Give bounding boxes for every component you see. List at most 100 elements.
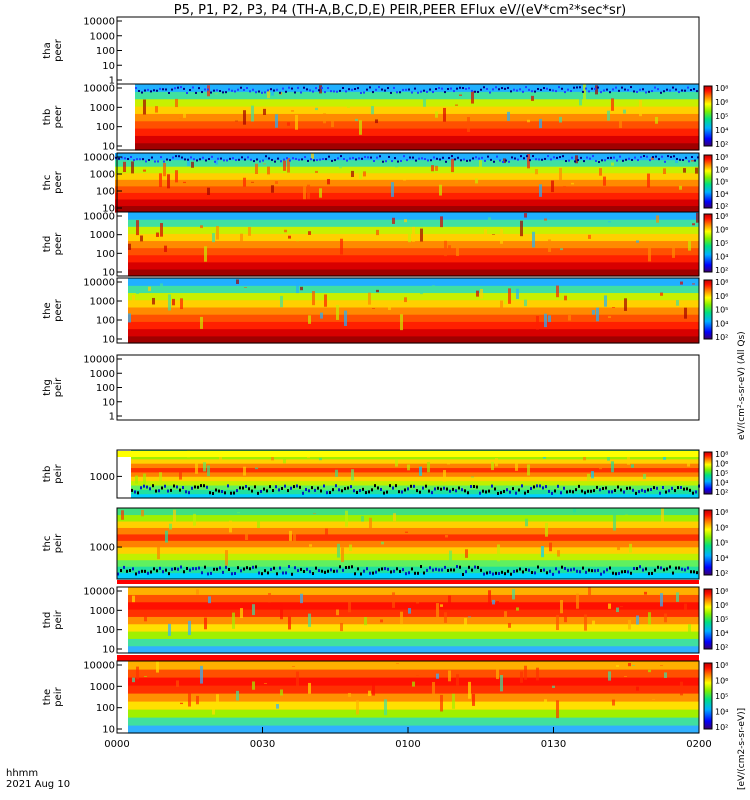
noise-speck <box>373 160 375 163</box>
panel-ylabel: thepeir <box>42 686 64 706</box>
noise-speck <box>604 159 606 162</box>
noise-speck <box>191 486 193 490</box>
noise-speck <box>244 158 246 161</box>
noise-speck <box>466 159 468 162</box>
colorbar-tick-label: 10⁴ <box>715 253 728 262</box>
noise-speck <box>201 91 203 94</box>
noise-speck <box>415 159 417 162</box>
colorbar-tick-label: 10⁸ <box>715 278 728 287</box>
noise-speck <box>222 570 224 574</box>
spectrum-band <box>128 219 699 227</box>
spectrum-variation <box>476 290 479 297</box>
noise-speck <box>267 571 269 575</box>
spectrum-variation <box>524 665 527 680</box>
noise-speck <box>183 570 185 574</box>
noise-speck <box>495 571 497 575</box>
date-label: 2021 Aug 10 <box>6 779 70 790</box>
noise-speck <box>652 156 654 159</box>
spectrum-variation <box>349 544 352 552</box>
spectrum-variation <box>384 699 387 716</box>
noise-speck <box>611 490 613 494</box>
noise-speck <box>592 155 594 158</box>
spectrum-variation <box>603 176 606 186</box>
spectrum-variation <box>656 215 659 223</box>
spectrum-band <box>128 240 699 249</box>
spectrum-variation <box>608 221 611 223</box>
noise-speck <box>403 155 405 158</box>
noise-speck <box>456 87 458 90</box>
spectrum-variation <box>623 109 626 114</box>
spectrum-band <box>128 609 699 617</box>
noise-speck <box>536 484 538 488</box>
noise-speck <box>286 157 288 160</box>
spectrum-variation <box>500 300 503 312</box>
spectrum-variation <box>617 541 620 551</box>
noise-speck <box>487 155 489 158</box>
noise-speck <box>564 91 566 94</box>
spectrum-variation <box>144 676 147 677</box>
noise-speck <box>621 570 623 574</box>
spectrum-variation <box>596 307 599 322</box>
noise-speck <box>254 485 256 489</box>
spectrum-variation <box>380 619 383 623</box>
spectrum-variation <box>619 120 622 129</box>
spectrum-variation <box>236 690 239 701</box>
noise-speck <box>210 91 212 94</box>
noise-speck <box>628 157 630 160</box>
noise-speck <box>518 488 520 492</box>
noise-speck <box>681 567 683 571</box>
spectrum-variation <box>535 169 538 175</box>
noise-speck <box>338 488 340 492</box>
noise-speck <box>492 572 494 576</box>
spectrum-variation <box>651 156 654 160</box>
noise-speck <box>228 568 230 572</box>
noise-speck <box>552 89 554 92</box>
noise-speck <box>222 91 224 94</box>
noise-speck <box>514 157 516 160</box>
noise-speck <box>305 487 307 491</box>
spectrum-variation <box>435 111 438 118</box>
noise-speck <box>639 565 641 569</box>
noise-speck <box>485 490 487 494</box>
spectrum-variation <box>688 241 691 251</box>
noise-speck <box>660 91 662 94</box>
spectrum-variation <box>504 611 507 624</box>
noise-speck <box>270 88 272 91</box>
spectrum-variation <box>368 690 371 696</box>
spectrum-variation <box>660 292 663 296</box>
spectrum-variation <box>427 461 430 473</box>
noise-speck <box>624 570 626 574</box>
spectrum-band <box>128 335 699 344</box>
spectrum-variation <box>544 699 547 707</box>
spectrum-band <box>128 623 699 632</box>
noise-speck <box>649 159 651 162</box>
noise-speck <box>666 567 668 571</box>
noise-speck <box>406 159 408 162</box>
spectrum-variation <box>412 681 415 687</box>
noise-speck <box>461 488 463 492</box>
noise-speck <box>378 86 380 89</box>
noise-speck <box>429 566 431 570</box>
colorbar-tick-label: 10² <box>715 266 728 275</box>
noise-speck <box>453 568 455 572</box>
spectrum-band <box>131 471 699 477</box>
noise-speck <box>676 157 678 160</box>
spectrum-variation <box>663 455 666 460</box>
noise-speck <box>343 158 345 161</box>
spectrum-variation <box>608 603 611 609</box>
noise-speck <box>249 90 251 93</box>
y-tick-label: 100 <box>96 383 115 394</box>
noise-speck <box>285 90 287 93</box>
noise-speck <box>498 88 500 91</box>
noise-speck <box>499 159 501 162</box>
noise-speck <box>160 156 162 159</box>
noise-speck <box>576 569 578 573</box>
noise-speck <box>300 567 302 571</box>
noise-speck <box>216 567 218 571</box>
spectrum-band <box>131 458 699 464</box>
spectrum-variation <box>347 106 350 108</box>
noise-speck <box>535 158 537 161</box>
noise-speck <box>515 491 517 495</box>
spectrum-variation <box>557 550 560 557</box>
noise-speck <box>162 88 164 91</box>
